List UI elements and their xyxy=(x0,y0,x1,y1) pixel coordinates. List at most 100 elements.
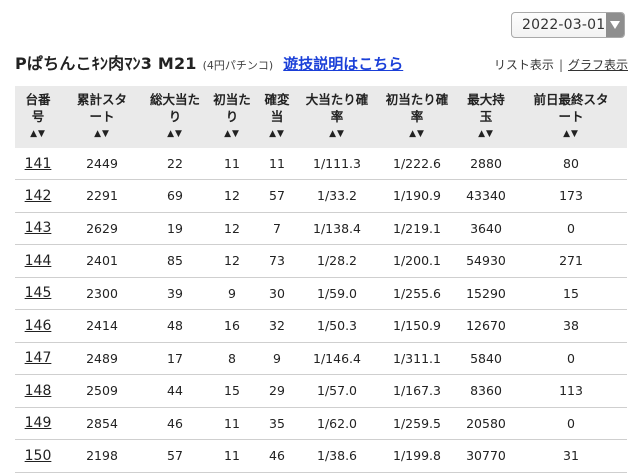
column-header[interactable]: 初当たり確率 ▲▼ xyxy=(377,86,457,148)
column-header-label: 号 xyxy=(31,109,45,124)
column-header-label: 前日最終スタ xyxy=(533,92,609,107)
table-cell: 1/219.1 xyxy=(377,212,457,245)
column-header[interactable]: 初当たり ▲▼ xyxy=(207,86,257,148)
date-select-value: 2022-03-01 xyxy=(522,17,606,33)
table-cell: 1/33.2 xyxy=(297,179,377,213)
date-select[interactable]: 2022-03-01 xyxy=(511,12,625,38)
table-cell: 271 xyxy=(515,244,627,278)
table-cell: 173 xyxy=(515,179,627,213)
table-cell: 1/38.6 xyxy=(297,439,377,473)
column-header-label: 台番 xyxy=(25,92,51,107)
table-cell: 3640 xyxy=(457,212,515,245)
machine-number-cell[interactable]: 148 xyxy=(15,374,61,408)
machine-number-link[interactable]: 143 xyxy=(24,220,52,237)
column-header[interactable]: 累計スタ ート ▲▼ xyxy=(61,86,143,148)
column-header[interactable]: 最大持玉 ▲▼ xyxy=(457,86,515,148)
machine-number-cell[interactable]: 147 xyxy=(15,342,61,375)
machine-number-cell[interactable]: 149 xyxy=(15,407,61,440)
table-cell: 12 xyxy=(207,244,257,278)
machine-number-link[interactable]: 145 xyxy=(24,285,52,302)
table-cell: 1/311.1 xyxy=(377,342,457,375)
machine-number-cell[interactable]: 150 xyxy=(15,439,61,473)
table-cell: 0 xyxy=(515,212,627,245)
sort-icon[interactable]: ▲▼ xyxy=(94,129,110,139)
machine-number-cell[interactable]: 141 xyxy=(15,148,61,180)
table-cell: 1/190.9 xyxy=(377,179,457,213)
table-cell: 1/200.1 xyxy=(377,244,457,278)
column-header-label: 当 xyxy=(270,109,284,124)
table-cell: 19 xyxy=(143,212,207,245)
sort-icon[interactable]: ▲▼ xyxy=(167,129,183,139)
machine-number-cell[interactable]: 143 xyxy=(15,212,61,245)
table-cell: 1/222.6 xyxy=(377,148,457,180)
table-cell: 57 xyxy=(257,179,297,213)
machine-number-link[interactable]: 144 xyxy=(24,252,52,269)
table-cell: 12 xyxy=(207,179,257,213)
column-header[interactable]: 総大当たり ▲▼ xyxy=(143,86,207,148)
table-row: 145 2300 39 9 30 1/59.0 1/255.6 15290 15 xyxy=(15,277,627,310)
rules-link[interactable]: 遊技説明はこちら xyxy=(283,55,404,73)
column-header-label: 初当たり確 xyxy=(385,92,449,107)
table-cell: 1/167.3 xyxy=(377,374,457,408)
table-header-row: 台番号 ▲▼ 累計スタ ート ▲▼ 総大当たり ▲▼ 初当たり ▲▼ 確変当 ▲▼ 大当たり確率 ▲▼ 初… xyxy=(15,86,627,148)
column-header[interactable]: 前日最終スタ ート ▲▼ xyxy=(515,86,627,148)
column-header-label: 総大当た xyxy=(149,92,200,107)
machine-number-cell[interactable]: 144 xyxy=(15,244,61,278)
table-cell: 2401 xyxy=(61,244,143,278)
table-cell: 17 xyxy=(143,342,207,375)
table-cell: 0 xyxy=(515,342,627,375)
table-cell: 16 xyxy=(207,309,257,343)
table-cell: 2291 xyxy=(61,179,143,213)
machine-number-link[interactable]: 148 xyxy=(24,382,52,399)
table-cell: 2880 xyxy=(457,148,515,180)
table-cell: 54930 xyxy=(457,244,515,278)
machine-number-link[interactable]: 149 xyxy=(24,415,52,432)
machine-number-link[interactable]: 150 xyxy=(24,447,52,464)
machine-number-cell[interactable]: 146 xyxy=(15,309,61,343)
machine-number-link[interactable]: 146 xyxy=(24,317,52,334)
table-cell: 11 xyxy=(207,407,257,440)
machine-number-cell[interactable]: 145 xyxy=(15,277,61,310)
sort-icon[interactable]: ▲▼ xyxy=(329,129,345,139)
title-row: Pぱちんこｷﾝ肉ﾏﾝ3 M21 (4円パチンコ) 遊技説明はこちら リスト表示 … xyxy=(15,50,628,73)
table-cell: 2198 xyxy=(61,439,143,473)
table-cell: 29 xyxy=(257,374,297,408)
table-cell: 7 xyxy=(257,212,297,245)
column-header-label: 確変 xyxy=(264,92,290,107)
table-cell: 1/57.0 xyxy=(297,374,377,408)
table-cell: 12 xyxy=(207,212,257,245)
machine-number-link[interactable]: 141 xyxy=(24,155,52,172)
list-view-link[interactable]: リスト表示 xyxy=(493,58,554,72)
table-cell: 12670 xyxy=(457,309,515,343)
sort-icon[interactable]: ▲▼ xyxy=(563,129,579,139)
chevron-down-icon[interactable] xyxy=(606,13,624,37)
sort-icon[interactable]: ▲▼ xyxy=(478,129,494,139)
column-header[interactable]: 台番号 ▲▼ xyxy=(15,86,61,148)
table-cell: 1/62.0 xyxy=(297,407,377,440)
table-cell: 48 xyxy=(143,309,207,343)
machine-number-link[interactable]: 147 xyxy=(24,350,52,367)
table-cell: 1/259.5 xyxy=(377,407,457,440)
sort-icon[interactable]: ▲▼ xyxy=(269,129,285,139)
machine-number-link[interactable]: 142 xyxy=(24,187,52,204)
table-cell: 20580 xyxy=(457,407,515,440)
column-header-label: 率 xyxy=(410,109,424,124)
table-cell: 1/255.6 xyxy=(377,277,457,310)
table-cell: 31 xyxy=(515,439,627,473)
column-header-label: ート xyxy=(558,109,584,124)
machine-number-cell[interactable]: 142 xyxy=(15,179,61,213)
table-cell: 5840 xyxy=(457,342,515,375)
table-cell: 15 xyxy=(515,277,627,310)
column-header[interactable]: 確変当 ▲▼ xyxy=(257,86,297,148)
table-cell: 11 xyxy=(207,148,257,180)
table-row: 143 2629 19 12 7 1/138.4 1/219.1 3640 0 xyxy=(15,212,627,245)
sort-icon[interactable]: ▲▼ xyxy=(409,129,425,139)
table-cell: 44 xyxy=(143,374,207,408)
table-cell: 11 xyxy=(257,148,297,180)
graph-view-link[interactable]: グラフ表示 xyxy=(567,58,628,72)
table-cell: 57 xyxy=(143,439,207,473)
sort-icon[interactable]: ▲▼ xyxy=(30,129,46,139)
table-cell: 43340 xyxy=(457,179,515,213)
column-header[interactable]: 大当たり確率 ▲▼ xyxy=(297,86,377,148)
sort-icon[interactable]: ▲▼ xyxy=(224,129,240,139)
